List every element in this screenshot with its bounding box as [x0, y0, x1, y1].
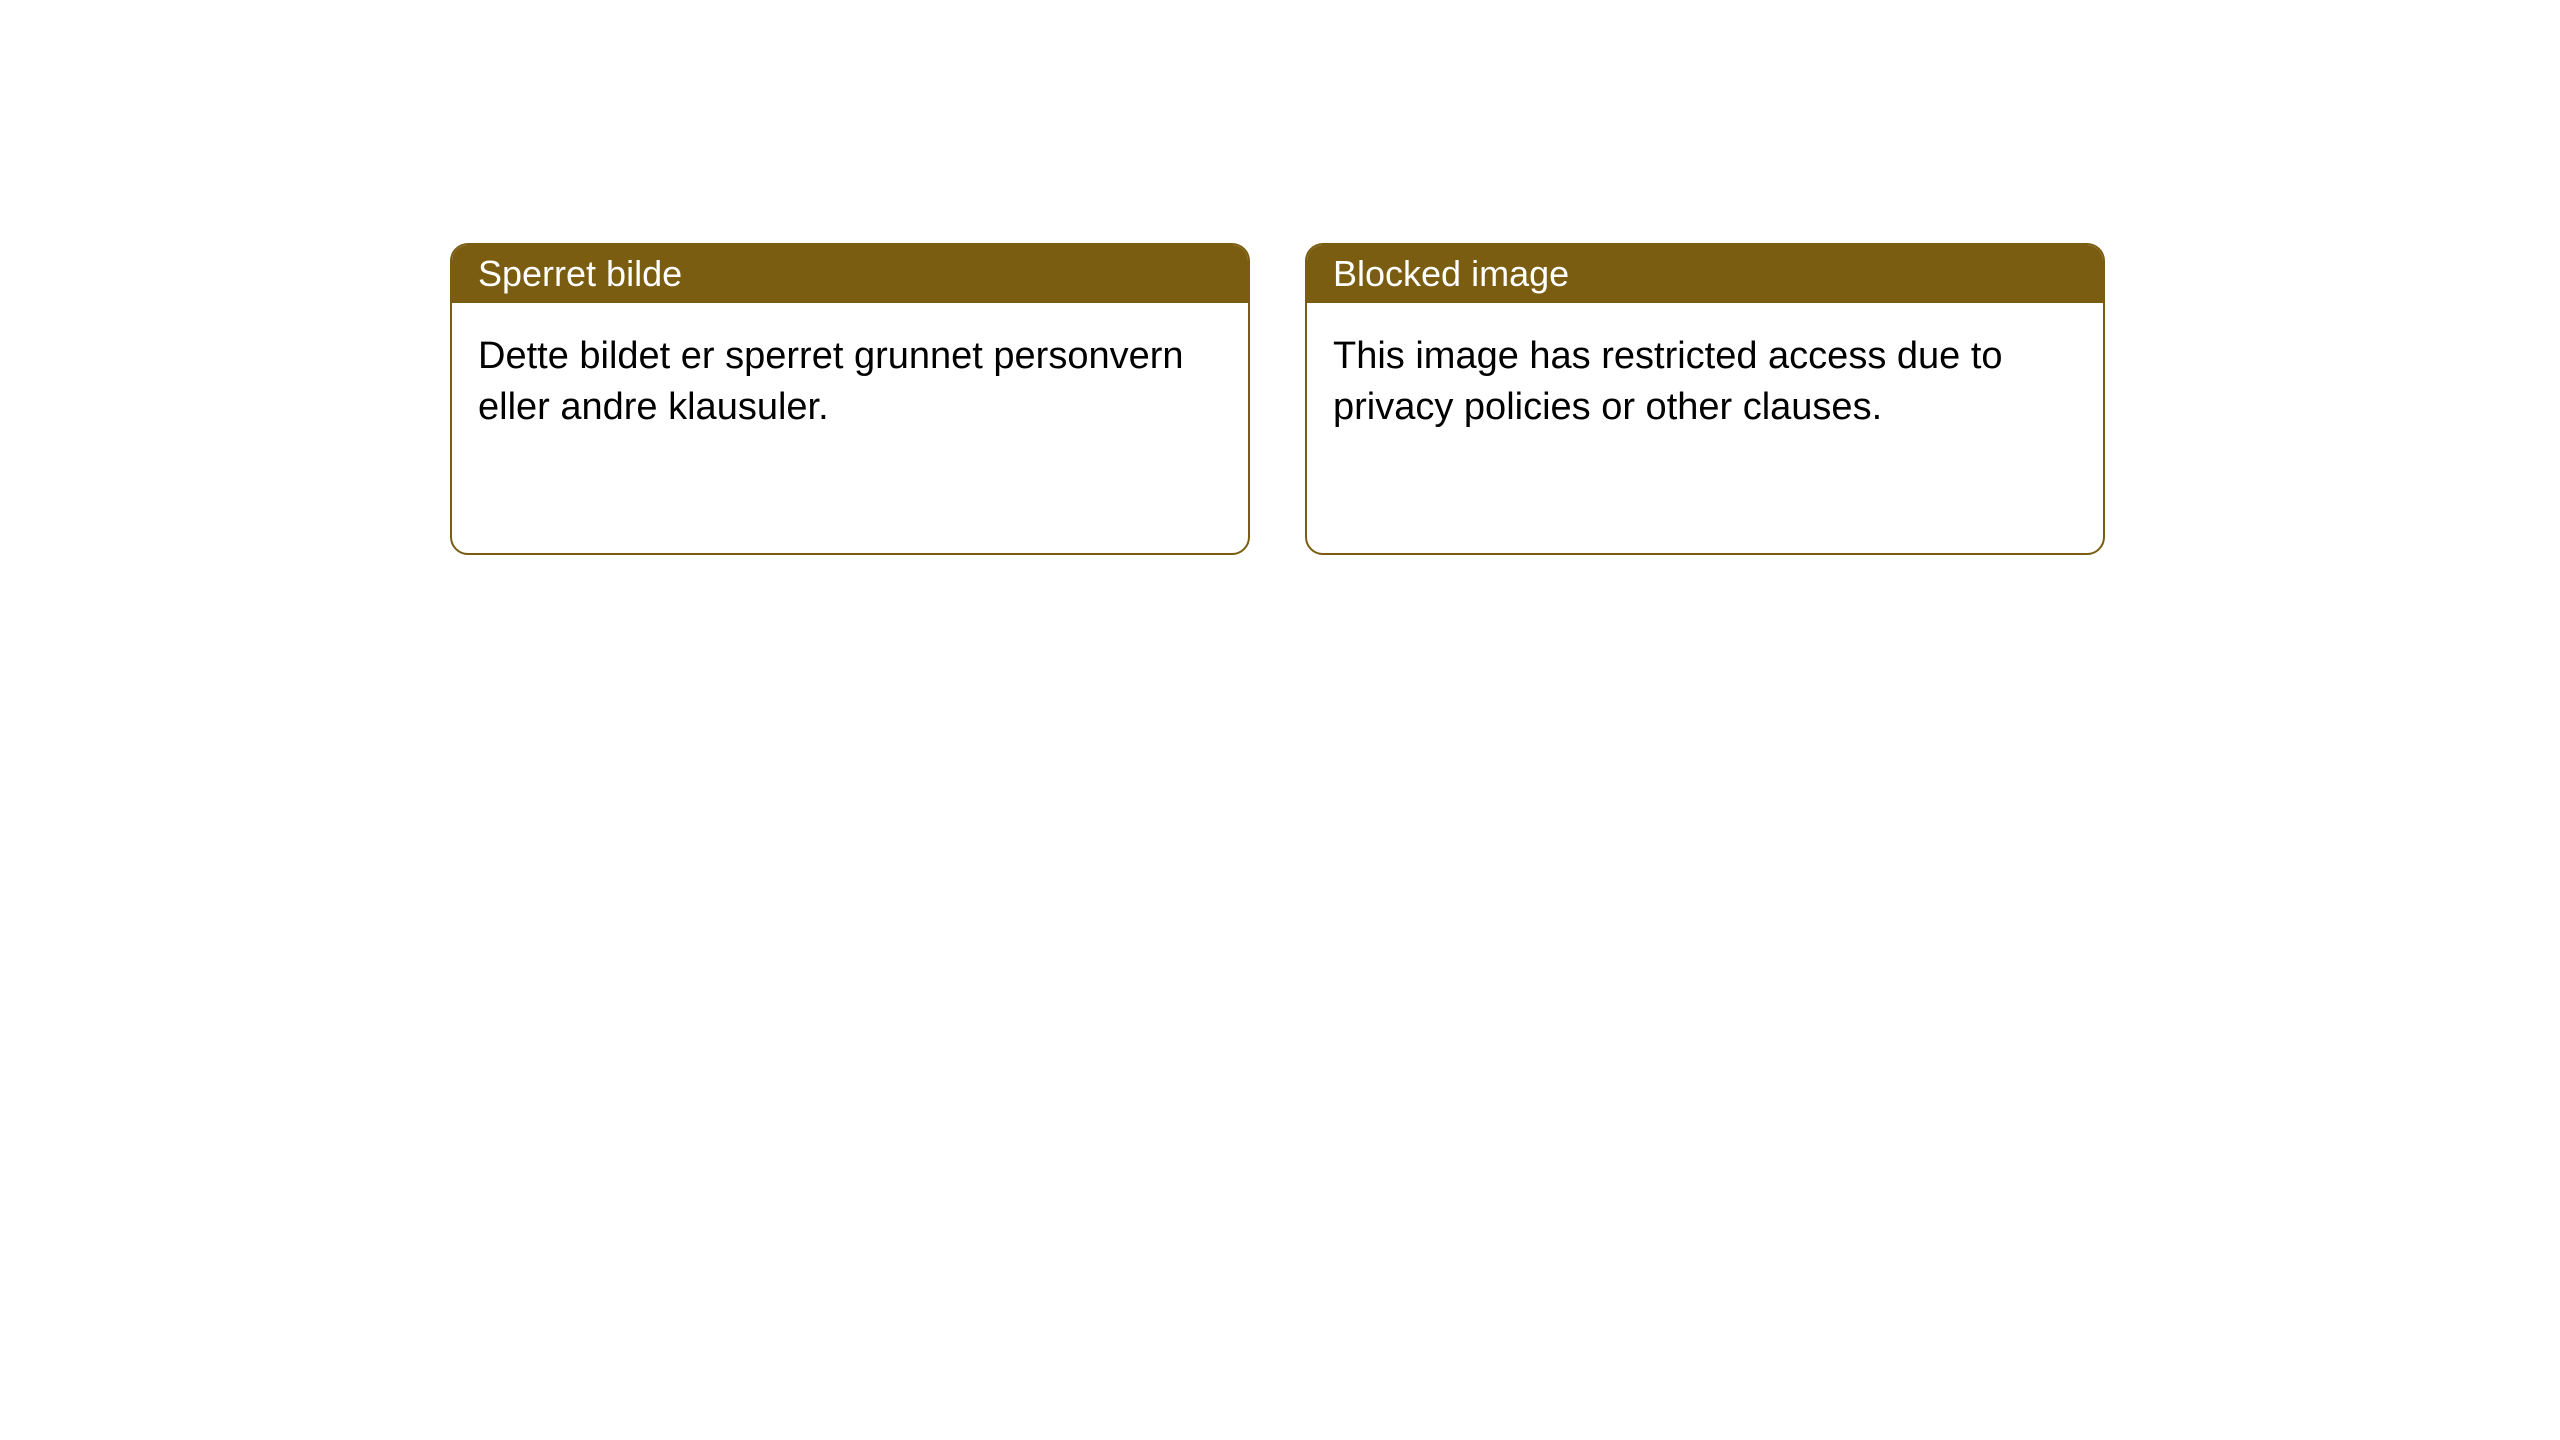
- notice-card-norwegian: Sperret bilde Dette bildet er sperret gr…: [450, 243, 1250, 555]
- notice-title: Blocked image: [1307, 245, 2103, 303]
- notice-container: Sperret bilde Dette bildet er sperret gr…: [450, 243, 2105, 555]
- notice-title: Sperret bilde: [452, 245, 1248, 303]
- notice-body: Dette bildet er sperret grunnet personve…: [452, 303, 1248, 553]
- notice-card-english: Blocked image This image has restricted …: [1305, 243, 2105, 555]
- notice-body: This image has restricted access due to …: [1307, 303, 2103, 553]
